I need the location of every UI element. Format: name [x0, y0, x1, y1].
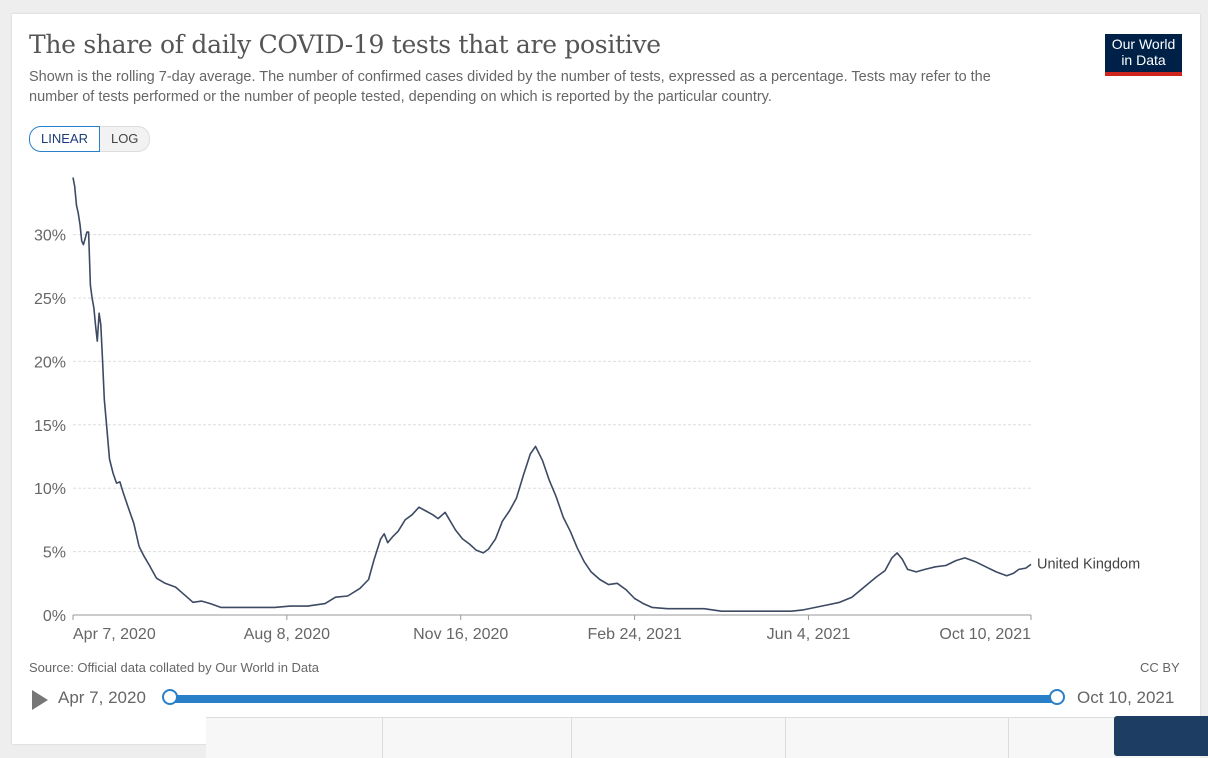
tab-divider	[382, 718, 383, 758]
timeline-slider: Apr 7, 2020 Oct 10, 2021	[12, 684, 1200, 714]
timeline-end-label: Oct 10, 2021	[1077, 688, 1175, 707]
y-tick-label: 5%	[43, 545, 66, 562]
y-tick-label: 0%	[43, 608, 66, 625]
timeline-start-handle[interactable]	[162, 689, 178, 705]
series-line-united-kingdom	[72, 177, 1032, 612]
log-scale-button[interactable]: LOG	[99, 126, 151, 152]
source-note[interactable]: Source: Official data collated by Our Wo…	[29, 660, 319, 675]
y-tick-label: 30%	[34, 228, 66, 245]
view-tabs	[206, 717, 1200, 758]
timeline-track[interactable]	[170, 695, 1058, 703]
line-chart: 0% 5% 10% 15% 20% 25% 30% Apr 7, 2020 Aug 8, 202…	[34, 177, 1140, 643]
scale-toggle: LINEAR LOG	[29, 126, 151, 152]
y-tick-label: 20%	[34, 354, 66, 371]
series-label-united-kingdom: United Kingdom	[1037, 556, 1140, 572]
y-tick-label: 10%	[34, 481, 66, 498]
logo-line-1: Our World	[1111, 36, 1176, 52]
timeline-start-label: Apr 7, 2020	[58, 688, 146, 707]
chart-frame: The share of daily COVID-19 tests that a…	[12, 14, 1208, 758]
x-tick-label: Oct 10, 2021	[939, 626, 1031, 643]
chart-subtitle: Shown is the rolling 7-day average. The …	[29, 69, 991, 105]
x-tick-label: Jun 4, 2021	[767, 626, 851, 643]
logo-line-2: in Data	[1121, 52, 1166, 68]
owid-logo[interactable]: Our World in Data	[1105, 34, 1182, 76]
y-tick-label: 25%	[34, 291, 66, 308]
chart-title: The share of daily COVID-19 tests that a…	[29, 30, 661, 59]
tab-divider	[785, 718, 786, 758]
license-link[interactable]: CC BY	[1140, 660, 1180, 675]
x-tick-label: Apr 7, 2020	[73, 626, 156, 643]
y-tick-label: 15%	[34, 418, 66, 435]
play-icon[interactable]	[32, 690, 48, 710]
x-tick-label: Feb 24, 2021	[587, 626, 681, 643]
tab-divider	[1008, 718, 1009, 758]
x-tick-label: Nov 16, 2020	[413, 626, 508, 643]
tab-divider	[571, 718, 572, 758]
linear-scale-button[interactable]: LINEAR	[29, 126, 100, 152]
timeline-end-handle[interactable]	[1049, 689, 1065, 705]
x-tick-label: Aug 8, 2020	[244, 626, 330, 643]
subscribe-button[interactable]	[1114, 716, 1208, 756]
